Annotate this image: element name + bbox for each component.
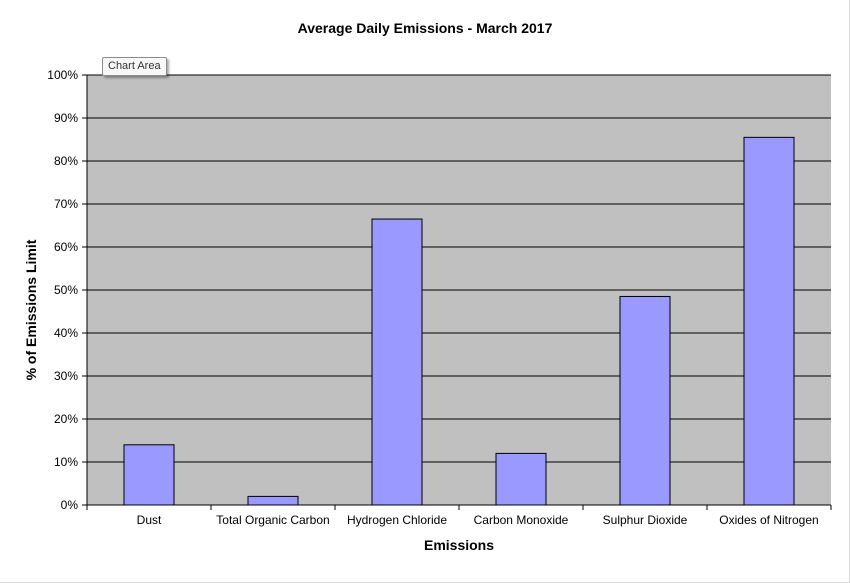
y-tick-label: 80% (54, 154, 78, 168)
y-tick-label: 20% (54, 412, 78, 426)
bar[interactable] (743, 136, 795, 506)
x-category-label: Oxides of Nitrogen (719, 513, 818, 527)
y-axis-ticks: 0% 10% 20% 30% 40% 50% 60% 70% 80% 90% 100% (47, 68, 87, 512)
bar[interactable] (495, 452, 547, 506)
bar[interactable] (123, 444, 175, 506)
y-tick-label: 90% (54, 111, 78, 125)
y-tick-label: 50% (54, 283, 78, 297)
y-tick-label: 10% (54, 455, 78, 469)
chart-area-tooltip: Chart Area (102, 57, 167, 76)
chart-title: Average Daily Emissions - March 2017 (298, 20, 553, 36)
y-tick-label: 0% (61, 498, 79, 512)
x-category-label: Total Organic Carbon (216, 513, 329, 527)
x-axis-categories: Dust Total Organic Carbon Hydrogen Chlorid… (86, 505, 832, 527)
bar[interactable] (371, 218, 423, 506)
x-category-label: Carbon Monoxide (474, 513, 569, 527)
y-tick-label: 30% (54, 369, 78, 383)
x-category-label: Sulphur Dioxide (603, 513, 688, 527)
y-tick-label: 40% (54, 326, 78, 340)
x-axis-title: Emissions (424, 537, 494, 553)
y-tick-label: 60% (54, 240, 78, 254)
x-category-label: Hydrogen Chloride (347, 513, 447, 527)
y-axis-title: % of Emissions Limit (23, 239, 39, 380)
y-tick-label: 100% (47, 68, 78, 82)
bar[interactable] (619, 295, 671, 506)
gridlines (87, 74, 831, 463)
bar[interactable] (247, 495, 299, 506)
y-tick-label: 70% (54, 197, 78, 211)
bars (123, 136, 795, 506)
x-category-label: Dust (137, 513, 162, 527)
